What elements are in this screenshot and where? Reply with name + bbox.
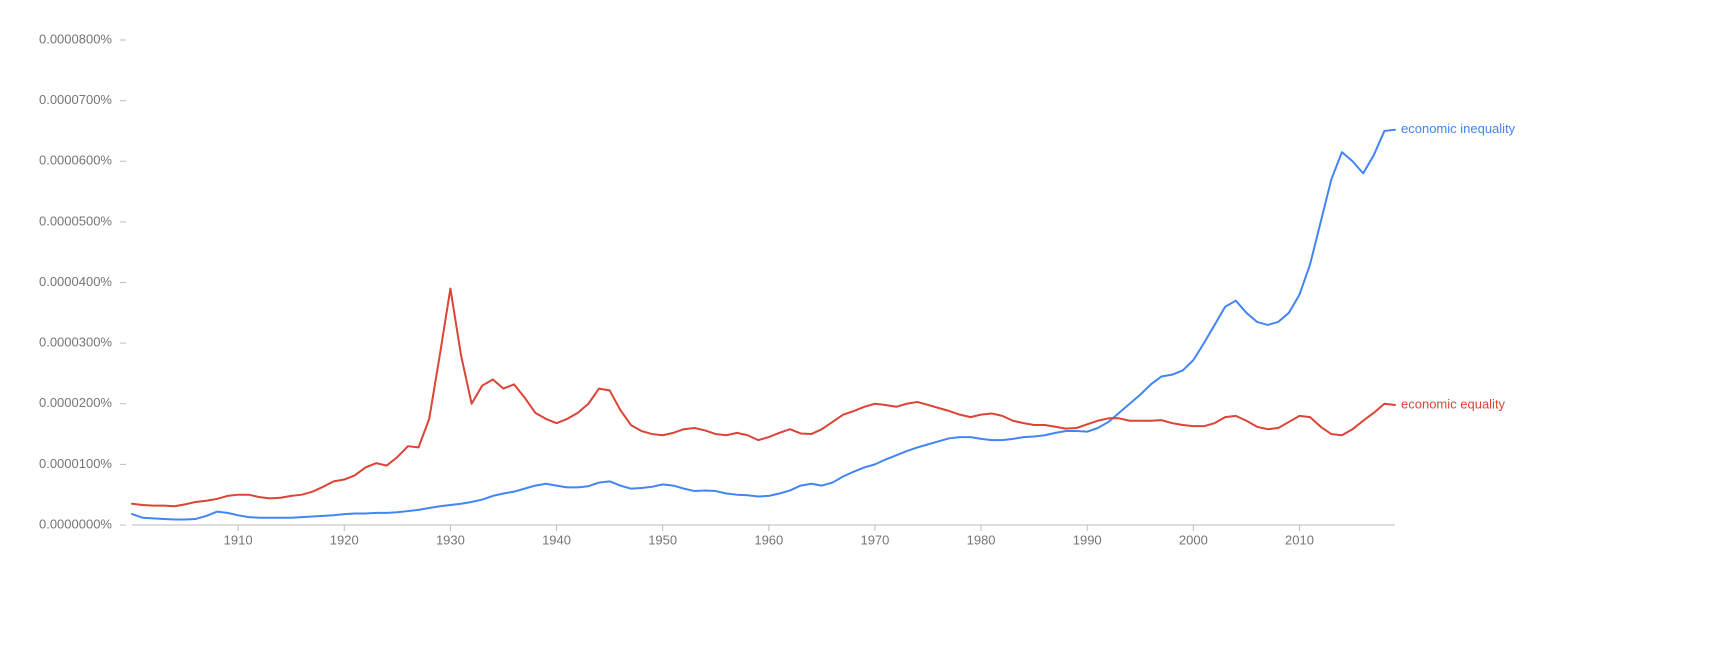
y-tick-label: 0.0000000% — [39, 516, 112, 531]
x-tick-label: 1950 — [648, 533, 677, 548]
y-tick-label: 0.0000800% — [39, 31, 112, 46]
y-tick-label: 0.0000300% — [39, 335, 112, 350]
y-tick-label: 0.0000600% — [39, 153, 112, 168]
series-label-economic_equality[interactable]: economic equality — [1401, 396, 1506, 411]
x-tick-label: 1980 — [967, 533, 996, 548]
x-tick-label: 2010 — [1285, 533, 1314, 548]
x-tick-label: 1910 — [224, 533, 253, 548]
x-tick-label: 2000 — [1179, 533, 1208, 548]
x-tick-label: 1960 — [754, 533, 783, 548]
x-tick-label: 1970 — [860, 533, 889, 548]
x-tick-label: 1930 — [436, 533, 465, 548]
series-line-economic_equality — [132, 289, 1395, 507]
y-tick-label: 0.0000100% — [39, 456, 112, 471]
series-label-economic_inequality[interactable]: economic inequality — [1401, 121, 1516, 136]
ngram-chart: 0.0000000% 0.0000100% 0.0000200% 0.0000300%… — [0, 0, 1720, 645]
y-tick-label: 0.0000500% — [39, 213, 112, 228]
y-tick-label: 0.0000400% — [39, 274, 112, 289]
chart-svg: 0.0000000% 0.0000100% 0.0000200% 0.0000300%… — [0, 0, 1720, 645]
x-tick-label: 1940 — [542, 533, 571, 548]
x-tick-label: 1920 — [330, 533, 359, 548]
series-line-economic_inequality — [132, 130, 1395, 520]
y-tick-label: 0.0000200% — [39, 395, 112, 410]
y-tick-label: 0.0000700% — [39, 92, 112, 107]
x-tick-label: 1990 — [1073, 533, 1102, 548]
